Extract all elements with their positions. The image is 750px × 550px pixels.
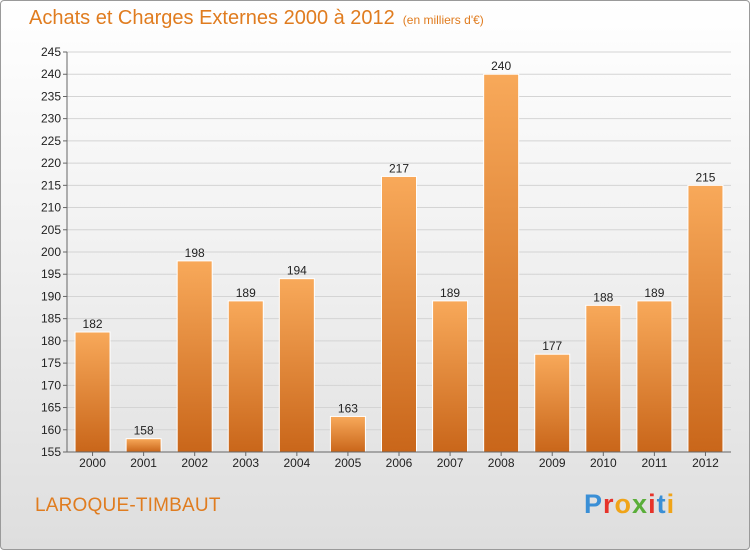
data-label-2010: 188 bbox=[593, 290, 613, 304]
y-tick-label: 195 bbox=[41, 267, 61, 281]
data-label-2003: 189 bbox=[236, 286, 256, 300]
x-tick-label-2010: 2010 bbox=[590, 456, 617, 470]
data-label-2000: 182 bbox=[83, 317, 103, 331]
y-tick-label: 170 bbox=[41, 378, 61, 392]
data-label-2004: 194 bbox=[287, 264, 307, 278]
logo-letter: i bbox=[666, 489, 676, 519]
data-label-2008: 240 bbox=[491, 59, 511, 73]
bar-2003 bbox=[227, 300, 264, 453]
x-tick-label-2009: 2009 bbox=[539, 456, 566, 470]
bar-2001 bbox=[125, 438, 162, 453]
x-tick-label-2006: 2006 bbox=[386, 456, 413, 470]
x-tick-label-2008: 2008 bbox=[488, 456, 515, 470]
y-tick-label: 190 bbox=[41, 289, 61, 303]
y-tick-label: 180 bbox=[41, 334, 61, 348]
y-tick-label: 220 bbox=[41, 156, 61, 170]
data-label-2012: 215 bbox=[695, 170, 715, 184]
data-label-2002: 198 bbox=[185, 246, 205, 260]
x-tick-label-2011: 2011 bbox=[641, 456, 667, 470]
x-tick-label-2005: 2005 bbox=[335, 456, 362, 470]
x-tick-label-2004: 2004 bbox=[283, 456, 310, 470]
bar-2010 bbox=[585, 304, 622, 453]
logo-letter: o bbox=[614, 489, 633, 519]
y-tick-label: 245 bbox=[41, 45, 61, 59]
x-tick-label-2000: 2000 bbox=[79, 456, 106, 470]
y-tick-label: 215 bbox=[41, 178, 61, 192]
bars: 182 158 198 189 194 163 217 189 240 177 188 189 215 bbox=[74, 59, 724, 453]
bar-2000 bbox=[74, 331, 111, 453]
x-tick-label-2012: 2012 bbox=[692, 456, 719, 470]
y-tick-label: 160 bbox=[41, 423, 61, 437]
bar-2005 bbox=[329, 415, 366, 453]
y-tick-label: 175 bbox=[41, 356, 61, 370]
y-tick-label: 185 bbox=[41, 312, 61, 326]
bar-2002 bbox=[176, 260, 213, 453]
y-tick-label: 210 bbox=[41, 201, 61, 215]
y-tick-label: 230 bbox=[41, 112, 61, 126]
bar-2006 bbox=[381, 175, 417, 453]
bar-2011 bbox=[636, 300, 673, 453]
y-tick-label: 240 bbox=[41, 67, 61, 81]
y-tick-label: 205 bbox=[41, 223, 61, 237]
title-text: Achats et Charges Externes 2000 à 2012 bbox=[29, 7, 395, 29]
proxiti-logo[interactable]: Proxiti bbox=[584, 489, 675, 520]
logo-letter: P bbox=[584, 489, 604, 519]
x-tick-label-2007: 2007 bbox=[437, 456, 464, 470]
x-axis: 2000 2001 2002 2003 2004 2005 2006 2007 2008 2009… bbox=[67, 451, 731, 470]
bar-2008 bbox=[483, 73, 520, 453]
x-tick-label-2002: 2002 bbox=[181, 456, 208, 470]
logo-letter: r bbox=[603, 489, 615, 519]
bar-2004 bbox=[278, 278, 315, 453]
y-axis: 155 160 165 170 175 180 185 190 195 200 205 210 215 2… bbox=[41, 45, 68, 459]
bar-2009 bbox=[534, 353, 571, 453]
chart-title: Achats et Charges Externes 2000 à 2012 (e… bbox=[29, 7, 484, 30]
title-unit: (en milliers d'€) bbox=[402, 13, 484, 27]
bar-2007 bbox=[432, 300, 469, 453]
y-tick-label: 155 bbox=[41, 445, 61, 459]
data-label-2001: 158 bbox=[134, 424, 154, 438]
y-tick-label: 165 bbox=[41, 401, 61, 415]
data-label-2006: 217 bbox=[389, 161, 409, 175]
data-label-2009: 177 bbox=[542, 339, 562, 353]
data-label-2011: 189 bbox=[644, 286, 664, 300]
y-tick-label: 225 bbox=[41, 134, 61, 148]
data-label-2007: 189 bbox=[440, 286, 460, 300]
logo-letter: i bbox=[648, 489, 657, 519]
y-tick-label: 200 bbox=[41, 245, 61, 259]
x-tick-label-2001: 2001 bbox=[130, 456, 157, 470]
y-tick-label: 235 bbox=[41, 89, 61, 103]
x-tick-label-2003: 2003 bbox=[232, 456, 259, 470]
bar-2012 bbox=[687, 184, 724, 453]
data-label-2005: 163 bbox=[338, 401, 358, 415]
commune-name: LAROQUE-TIMBAUT bbox=[35, 495, 221, 516]
logo-letter: t bbox=[656, 489, 667, 519]
logo-letter: x bbox=[632, 489, 649, 519]
